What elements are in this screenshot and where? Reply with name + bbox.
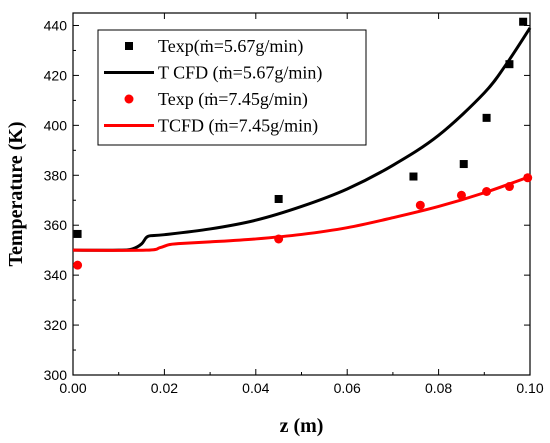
y-tick-label: 380 (44, 167, 68, 183)
data-point-circle (274, 234, 284, 244)
data-point-square (274, 194, 283, 203)
data-point-circle (415, 200, 425, 210)
data-point-square (505, 60, 514, 69)
legend: Texp(ṁ=5.67g/min) T CFD (ṁ=5.67g/min) Te… (97, 29, 367, 146)
y-tick-label: 420 (44, 67, 68, 83)
legend-square-swatch (125, 42, 133, 50)
y-tick-label: 300 (44, 367, 68, 383)
legend-label: Texp (ṁ=7.45g/min) (158, 89, 308, 110)
data-point-square (459, 160, 468, 169)
legend-label: T CFD (ṁ=5.67g/min) (158, 63, 322, 84)
data-point-circle (482, 187, 492, 197)
y-axis-title: Temperature (K) (5, 122, 27, 267)
y-tick-label: 320 (44, 317, 68, 333)
x-tick-label: 0.08 (425, 380, 452, 396)
y-tick-label: 360 (44, 217, 68, 233)
legend-circle-swatch (124, 94, 134, 104)
x-tick-label: 0.00 (59, 380, 86, 396)
x-tick-label: 0.04 (242, 380, 269, 396)
x-tick-label: 0.06 (334, 380, 361, 396)
data-point-circle (523, 173, 533, 183)
y-tick-label: 340 (44, 267, 68, 283)
y-tick-label: 400 (44, 117, 68, 133)
data-point-square (482, 113, 491, 122)
series-line-1 (72, 27, 532, 252)
y-tick-label: 440 (44, 17, 68, 33)
x-tick-label: 0.02 (151, 380, 178, 396)
data-point-square (519, 17, 528, 26)
axis-titles: z (m) Temperature (K) (5, 122, 323, 437)
data-point-square (73, 229, 82, 238)
legend-label: TCFD (ṁ=7.45g/min) (158, 116, 318, 137)
x-tick-label: 0.10 (516, 380, 543, 396)
data-point-square (409, 172, 418, 181)
plot-area: 0.00 0.02 0.04 0.06 0.08 0.10 300 320 340 360 380 4… (44, 12, 544, 396)
x-axis-title: z (m) (280, 415, 324, 437)
legend-label: Texp(ṁ=5.67g/min) (158, 36, 303, 57)
data-point-circle (73, 260, 83, 270)
series-line-3 (72, 175, 531, 252)
data-point-circle (504, 182, 514, 192)
data-point-circle (456, 190, 466, 200)
